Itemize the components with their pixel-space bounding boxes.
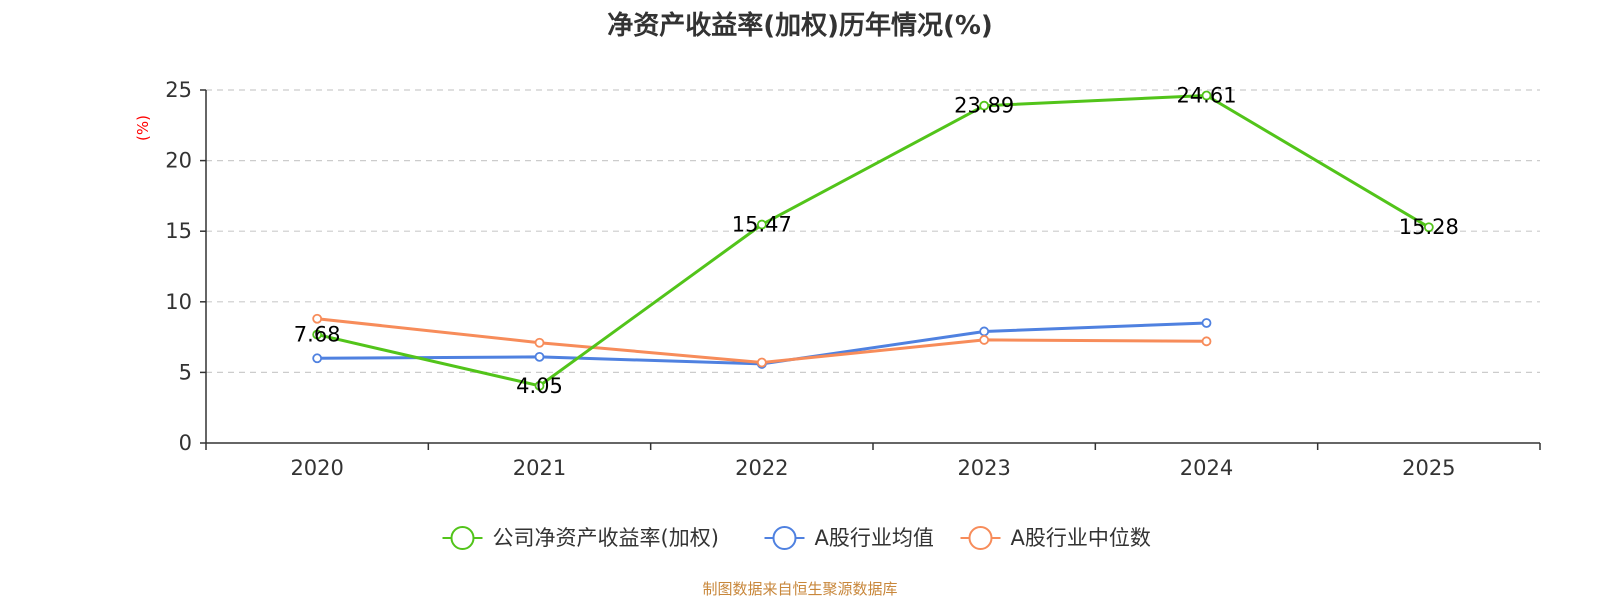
data-label: 15.28: [1399, 215, 1459, 239]
data-label: 23.89: [954, 94, 1014, 118]
data-point[interactable]: [979, 100, 990, 111]
y-tick-label: 10: [165, 290, 192, 314]
x-tick-label: 2023: [957, 456, 1010, 480]
grid-lines: [206, 89, 1540, 373]
data-point[interactable]: [1201, 336, 1212, 347]
x-tick-label: 2022: [735, 456, 788, 480]
legend-marker: [772, 526, 797, 550]
legend-item[interactable]: A股行业中位数: [960, 526, 1151, 550]
data-point[interactable]: [756, 219, 767, 230]
legend[interactable]: 公司净资产收益率(加权) A股行业均值 A股行业中位数: [442, 526, 1151, 550]
data-label: 4.05: [516, 374, 563, 398]
legend-marker: [968, 526, 993, 550]
data-point[interactable]: [312, 329, 323, 340]
y-tick-label: 25: [165, 78, 192, 102]
data-label: 15.47: [732, 213, 792, 237]
legend-label: A股行业均值: [815, 526, 934, 550]
y-axis-unit-label: (%): [134, 115, 152, 141]
x-tick-label: 2020: [290, 456, 343, 480]
y-tick-label: 0: [179, 431, 192, 455]
legend-item[interactable]: 公司净资产收益率(加权): [442, 526, 719, 550]
data-point[interactable]: [534, 337, 545, 348]
legend-label: 公司净资产收益率(加权): [493, 526, 719, 550]
data-point[interactable]: [312, 313, 323, 324]
data-point[interactable]: [1201, 318, 1212, 328]
series-line: [316, 94, 1430, 388]
x-tick-label: 2025: [1402, 456, 1455, 480]
x-tick-label: 2024: [1180, 456, 1233, 480]
x-tick-label: 2021: [513, 456, 566, 480]
series-line: [317, 317, 1207, 364]
source-note: 制图数据来自恒生聚源数据库: [702, 580, 897, 598]
data-point[interactable]: [979, 335, 990, 345]
data-label: 7.68: [294, 323, 341, 347]
data-point[interactable]: [979, 326, 990, 337]
data-labels: 7.68 4.05 15.47 23.89 24.61 15.28: [294, 84, 1459, 398]
y-tick-label: 20: [165, 149, 192, 173]
legend-label: A股行业中位数: [1011, 526, 1151, 550]
data-point[interactable]: [1423, 222, 1434, 233]
data-point[interactable]: [1201, 90, 1212, 101]
data-point[interactable]: [312, 353, 323, 364]
y-tick-label: 5: [179, 360, 192, 384]
series-group: [312, 90, 1434, 391]
data-point[interactable]: [534, 351, 545, 362]
chart-title: 净资产收益率(加权)历年情况(%): [607, 10, 993, 41]
data-label: 24.61: [1176, 84, 1236, 108]
y-tick-label: 15: [165, 219, 192, 243]
legend-marker: [450, 526, 475, 550]
legend-item[interactable]: A股行业均值: [764, 526, 934, 550]
data-point[interactable]: [534, 380, 545, 391]
data-point[interactable]: [756, 357, 767, 368]
